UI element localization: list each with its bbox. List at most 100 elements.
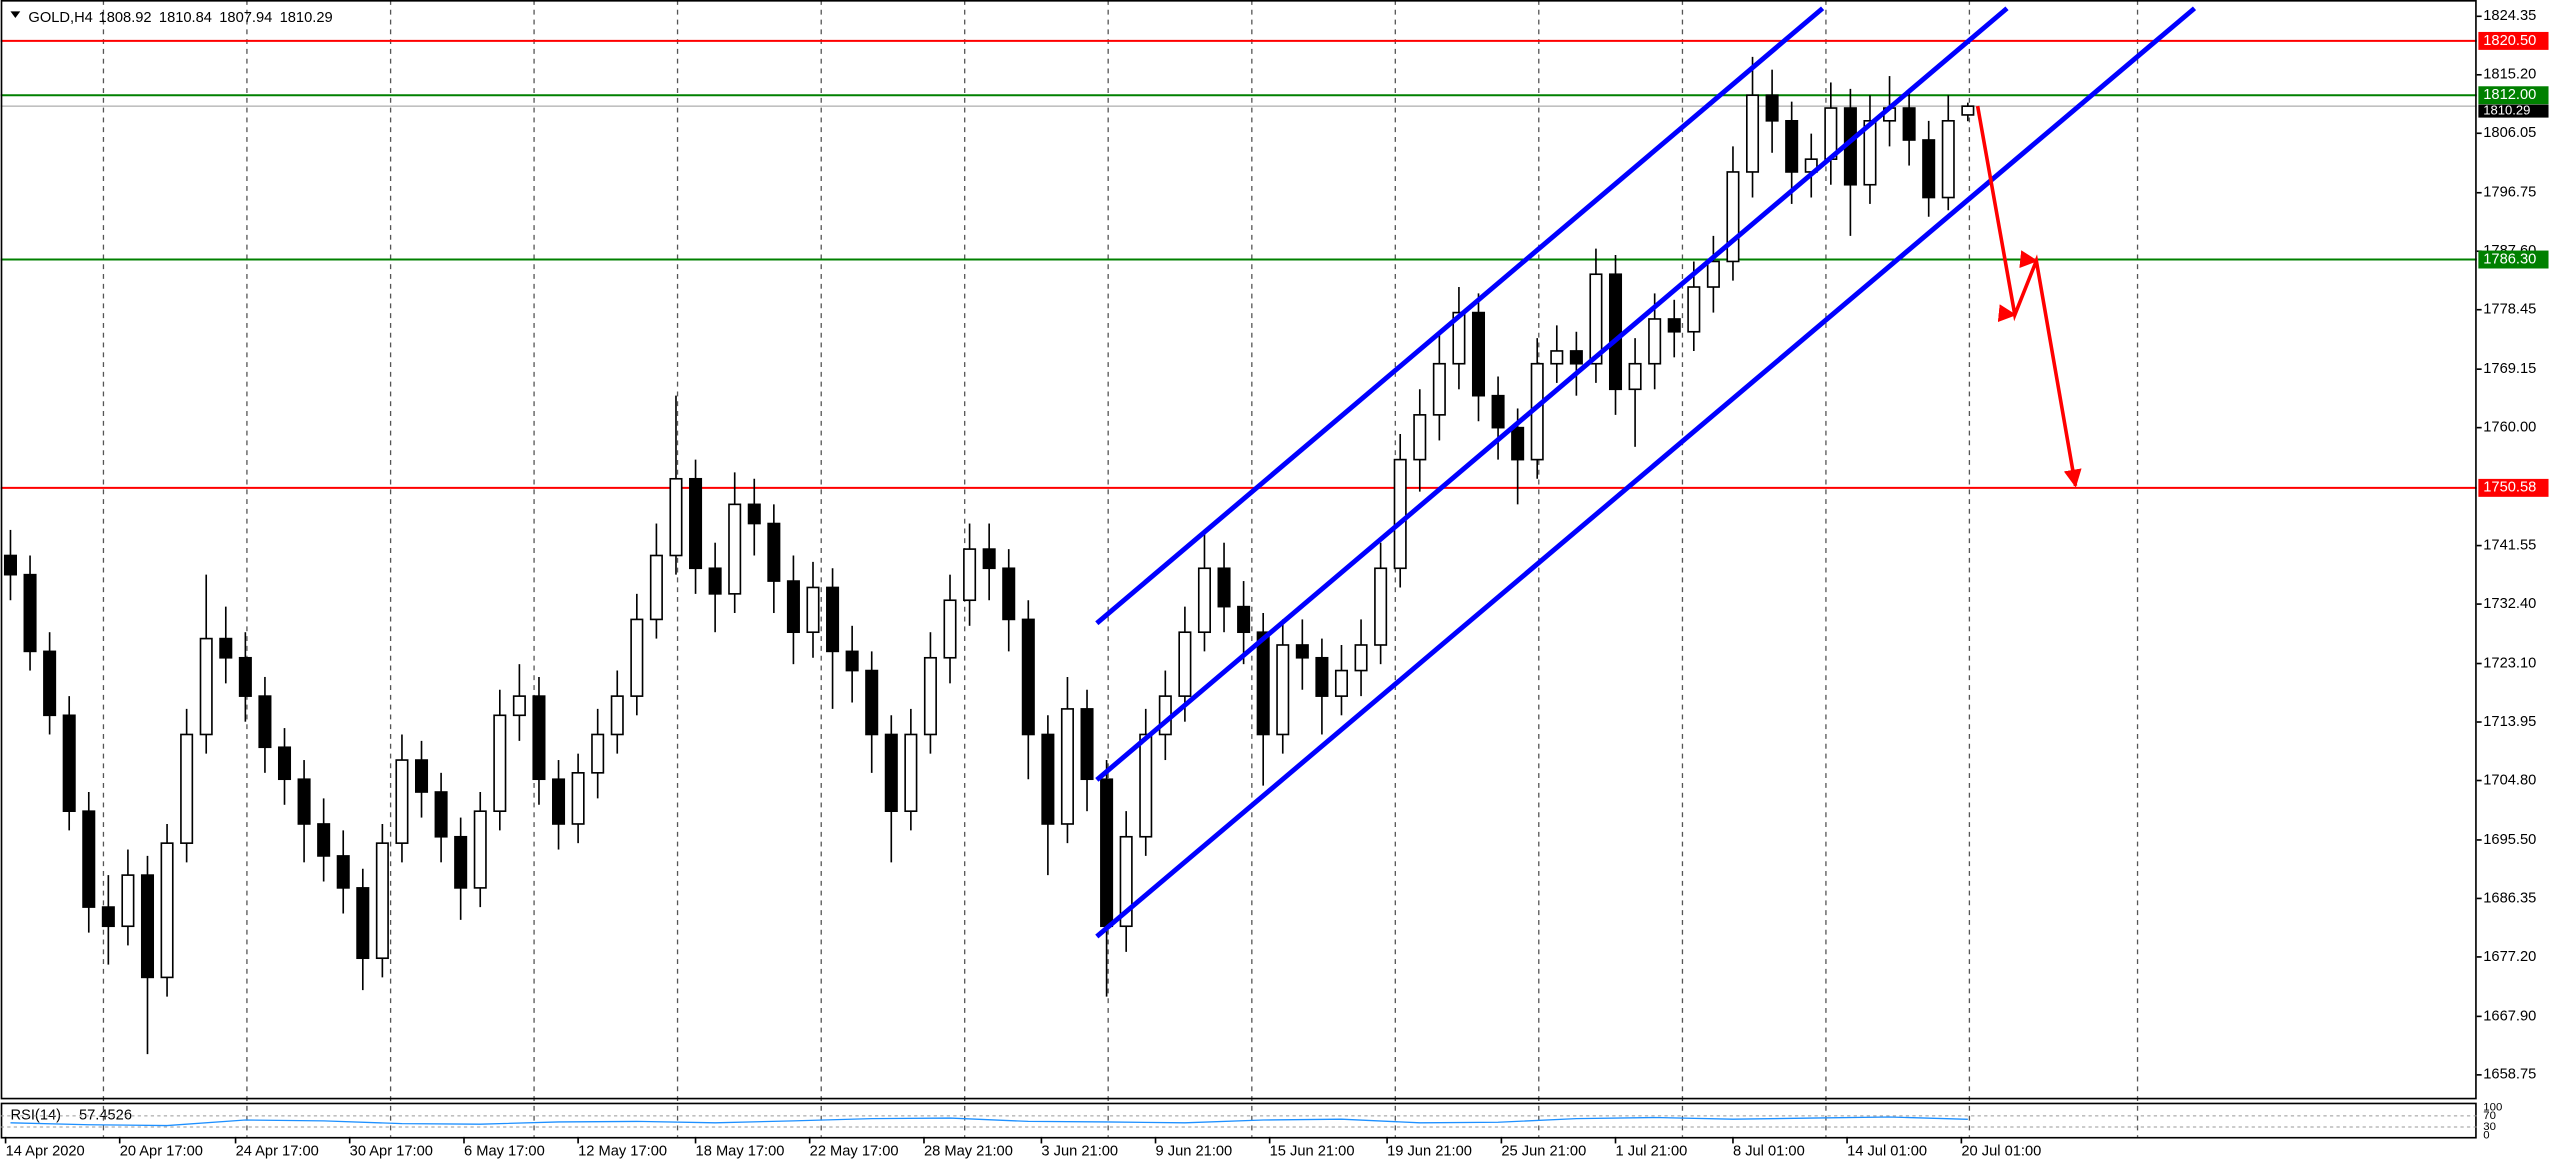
candle-body	[1060, 708, 1074, 825]
candle-body	[356, 887, 370, 960]
candle-body	[1374, 567, 1388, 646]
candle-body	[1334, 669, 1349, 697]
candle-body	[1608, 273, 1623, 391]
y-tick-label: 1713.95	[2483, 714, 2536, 730]
level-label-box	[2478, 250, 2549, 269]
y-tick-label: 1796.75	[2483, 185, 2536, 201]
x-tick-label: 25 Jun 21:00	[1501, 1143, 1586, 1159]
candle-body	[532, 695, 546, 781]
candle-body	[1961, 105, 1975, 116]
candle-body	[121, 874, 135, 928]
x-tick-label: 14 Jul 01:00	[1847, 1143, 1927, 1159]
candle-body	[1021, 618, 1035, 736]
candle-body	[1178, 631, 1192, 697]
candle-body	[982, 548, 996, 570]
level-label-box	[2478, 86, 2549, 105]
candle-body	[923, 656, 937, 736]
candle-body	[865, 669, 879, 736]
candle-body	[434, 791, 448, 838]
candle-body	[43, 650, 57, 717]
rsi-line	[10, 1116, 1968, 1127]
y-tick-label: 1723.10	[2483, 655, 2536, 671]
y-tick-label: 1704.80	[2483, 772, 2536, 788]
x-tick-label: 3 Jun 21:00	[1041, 1143, 1118, 1159]
candle-body	[160, 842, 174, 979]
price-label-box	[2478, 104, 2549, 118]
header-high: 1810.84	[159, 10, 212, 26]
candle-body	[728, 503, 742, 595]
candle-body	[82, 810, 96, 908]
candle-body	[493, 714, 507, 813]
candle-body	[552, 778, 566, 825]
level-label: 1786.30	[2483, 251, 2536, 267]
x-tick-label: 1 Jul 21:00	[1616, 1143, 1688, 1159]
candle-body	[1589, 273, 1603, 365]
level-label-box	[2478, 478, 2549, 497]
candle-body	[1393, 458, 1407, 570]
y-tick-label: 1677.20	[2483, 949, 2536, 965]
candle-body	[826, 586, 840, 653]
candle-body	[219, 637, 233, 659]
trend-line	[1095, 6, 2197, 939]
rsi-tick-label: 70	[2483, 1110, 2496, 1122]
candle-body	[1080, 708, 1094, 781]
x-tick-label: 28 May 21:00	[924, 1143, 1013, 1159]
candle-body	[806, 586, 820, 634]
y-tick-label: 1769.15	[2483, 361, 2536, 377]
x-tick-label: 19 Jun 21:00	[1387, 1143, 1472, 1159]
y-tick-label: 1824.35	[2483, 8, 2536, 24]
candle-body	[845, 650, 859, 672]
candle-body	[1139, 733, 1153, 838]
candle-body	[199, 637, 213, 736]
candle-body	[1706, 260, 1720, 288]
y-tick-label: 1732.40	[2483, 596, 2536, 612]
candle-body	[669, 477, 683, 557]
x-tick-label: 24 Apr 17:00	[236, 1143, 319, 1159]
y-tick-label: 1778.45	[2483, 302, 2536, 318]
candle-body	[277, 746, 292, 781]
main-frame	[0, 0, 2477, 1100]
x-tick-label: 6 May 17:00	[464, 1143, 545, 1159]
header-close: 1810.29	[280, 10, 333, 26]
candle-body	[1432, 362, 1446, 416]
candle-body	[1922, 139, 1936, 199]
menu-triangle[interactable]	[10, 11, 21, 18]
candle-body	[1941, 119, 1955, 199]
candle-body	[571, 772, 585, 825]
candle-body	[747, 503, 761, 525]
candle-body	[943, 599, 957, 659]
candle-body	[630, 618, 644, 697]
candle-body	[649, 554, 663, 621]
price-label: 1810.29	[2483, 103, 2530, 118]
symbol: GOLD,H4	[28, 10, 92, 26]
candle-body	[3, 554, 18, 576]
candle-body	[62, 714, 76, 813]
candle-body	[1687, 286, 1701, 333]
candle-body	[1902, 107, 1916, 141]
rsi-tick-label: 0	[2483, 1129, 2489, 1141]
candle-body	[1256, 631, 1270, 736]
candle-body	[1667, 318, 1681, 333]
candle-body	[140, 874, 155, 979]
x-tick-label: 20 Apr 17:00	[120, 1143, 203, 1159]
candle-body	[1041, 733, 1055, 825]
y-tick-label: 1695.50	[2483, 832, 2536, 848]
candle-body	[1237, 605, 1251, 634]
x-tick-label: 18 May 17:00	[696, 1143, 785, 1159]
candle-body	[1354, 644, 1368, 672]
y-tick-label: 1760.00	[2483, 420, 2536, 436]
level-label: 1820.50	[2483, 33, 2536, 49]
x-tick-label: 30 Apr 17:00	[350, 1143, 433, 1159]
candle-body	[23, 573, 37, 653]
candle-body	[180, 733, 194, 844]
rsi-tick-label: 30	[2483, 1121, 2496, 1133]
candle-body	[238, 656, 252, 697]
x-tick-label: 9 Jun 21:00	[1156, 1143, 1233, 1159]
candle-body	[1511, 426, 1525, 461]
trend-line	[1095, 6, 2009, 782]
level-label-box	[2478, 31, 2549, 50]
candle-body	[1002, 567, 1016, 621]
candle-body	[1217, 567, 1231, 608]
candle-body	[297, 778, 311, 825]
candle-body	[786, 580, 800, 634]
